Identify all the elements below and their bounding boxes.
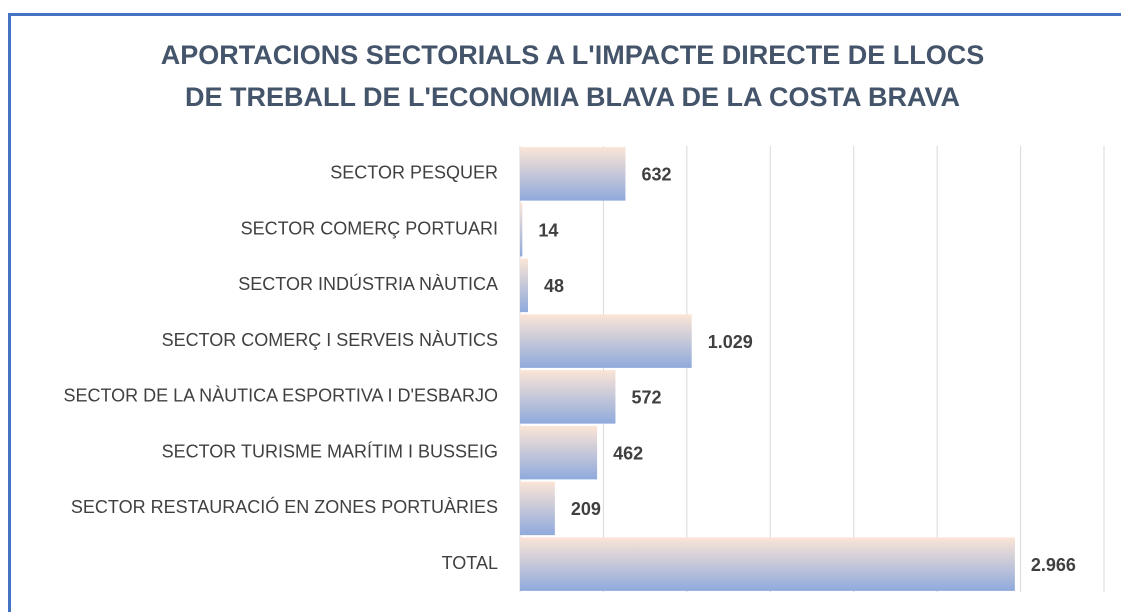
- bar: [520, 202, 523, 257]
- bar: [520, 481, 555, 536]
- value-label: 48: [544, 276, 564, 296]
- y-tick-label: SECTOR RESTAURACIÓ EN ZONES PORTUÀRIES: [71, 496, 498, 517]
- bar: [520, 370, 616, 424]
- value-label: 1.029: [708, 332, 753, 352]
- value-label: 632: [641, 165, 671, 185]
- value-label: 572: [631, 388, 661, 408]
- bar: [520, 147, 626, 201]
- y-tick-label: SECTOR COMERÇ PORTUARI: [241, 218, 498, 238]
- value-label: 462: [613, 443, 643, 463]
- y-tick-label: SECTOR DE LA NÀUTICA ESPORTIVA I D'ESBAR…: [63, 386, 498, 406]
- frame: [8, 13, 1121, 612]
- bar: [520, 425, 598, 480]
- y-tick-label: SECTOR INDÚSTRIA NÀUTICA: [238, 273, 498, 294]
- y-tick-label: SECTOR TURISME MARÍTIM I BUSSEIG: [162, 441, 498, 461]
- bar: [520, 537, 1015, 591]
- y-tick-label: TOTAL: [442, 553, 498, 573]
- value-label: 209: [571, 499, 601, 519]
- value-label: 2.966: [1031, 555, 1076, 575]
- chart-title: APORTACIONS SECTORIALS A L'IMPACTE DIREC…: [160, 40, 985, 112]
- value-label: 14: [538, 220, 558, 240]
- y-tick-label: SECTOR COMERÇ I SERVEIS NÀUTICS: [162, 330, 498, 350]
- bar: [520, 314, 692, 368]
- bar: [520, 258, 529, 313]
- y-tick-label: SECTOR PESQUER: [330, 163, 498, 183]
